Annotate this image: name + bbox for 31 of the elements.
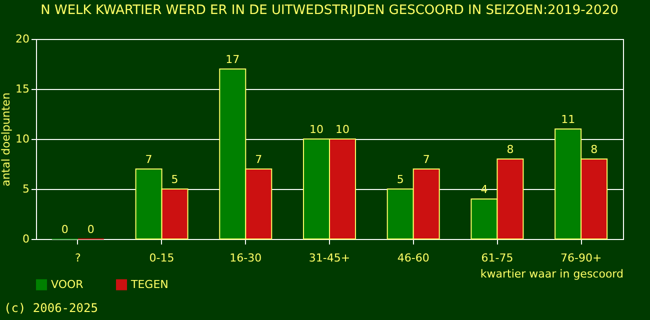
legend-label: VOOR (51, 278, 84, 291)
data-label: 11 (561, 113, 576, 126)
x-tick-label: 46-60 (397, 252, 430, 264)
x-tick-label: 16-30 (230, 252, 262, 264)
x-tick-label: ? (75, 252, 82, 264)
data-label: 10 (310, 123, 324, 136)
y-tick-label: 0 (22, 232, 30, 246)
y-tick-label: 20 (16, 32, 30, 46)
data-label: 5 (396, 173, 404, 186)
data-label: 10 (336, 123, 350, 136)
legend-label: TEGEN (130, 278, 168, 291)
data-label: 7 (422, 153, 430, 166)
data-label: 5 (171, 173, 178, 186)
data-label: 7 (145, 153, 152, 166)
y-tick-label: 10 (16, 132, 30, 146)
x-axis-title: kwartier waar in gescoord (480, 268, 624, 280)
data-label: 8 (506, 143, 514, 156)
x-tick-label: 76-90+ (560, 252, 602, 264)
y-tick-label: 15 (16, 82, 30, 96)
data-label: 8 (590, 143, 598, 156)
text: (c) 2006-2025 (4, 301, 98, 315)
chart-title: N WELK KWARTIER WERD ER IN DE UITWEDSTRIJDEN GESCOORD IN SEIZOEN:2019-2020 (40, 3, 618, 18)
data-label: 17 (226, 53, 240, 66)
y-tick-label: 5 (22, 182, 30, 196)
x-tick-label: 61-75 (481, 252, 514, 264)
data-label: 0 (61, 223, 68, 236)
data-label: 7 (255, 153, 262, 166)
x-tick-label: 0-15 (149, 252, 174, 264)
data-label: 0 (87, 223, 94, 236)
x-tick-label: 31-45+ (308, 252, 350, 264)
y-axis-title: antal doelpunten (0, 92, 13, 186)
